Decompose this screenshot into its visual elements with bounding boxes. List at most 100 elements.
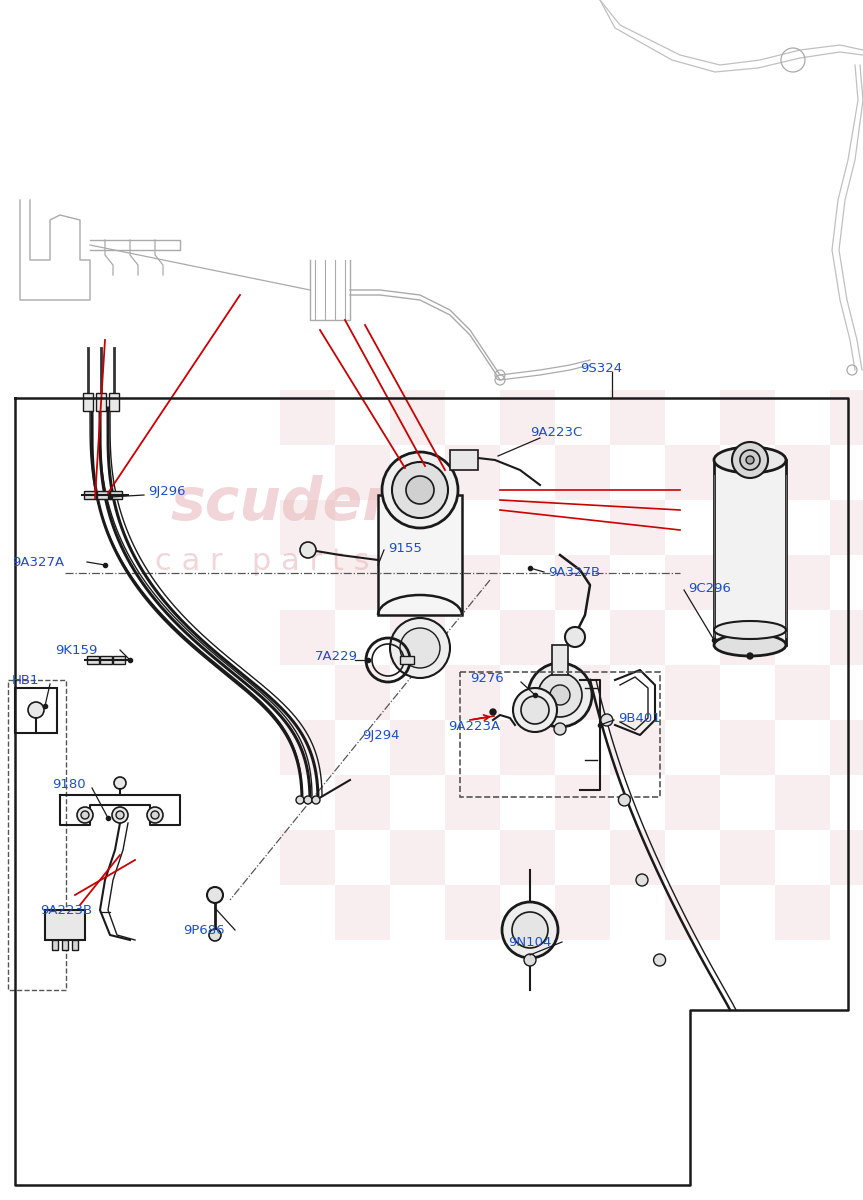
Bar [500, 390, 555, 445]
Bar [96, 392, 106, 410]
Bar [72, 940, 78, 950]
Bar [555, 775, 610, 830]
Text: 9155: 9155 [388, 541, 422, 554]
Bar [400, 656, 414, 664]
Text: c a r   p a r t s: c a r p a r t s [155, 547, 369, 576]
Circle shape [209, 929, 221, 941]
Bar [775, 665, 830, 720]
Circle shape [746, 456, 754, 464]
Circle shape [151, 811, 159, 818]
Bar [775, 775, 830, 830]
Bar [552, 646, 568, 674]
Bar [610, 720, 665, 775]
Bar [445, 886, 500, 940]
Circle shape [538, 673, 582, 716]
Circle shape [747, 653, 753, 659]
Circle shape [653, 954, 665, 966]
Bar [110, 491, 122, 499]
Bar [830, 610, 863, 665]
Circle shape [554, 722, 566, 734]
Bar [390, 500, 445, 554]
Bar [665, 775, 720, 830]
Text: 9B401: 9B401 [618, 712, 661, 725]
Circle shape [392, 462, 448, 518]
Bar [335, 775, 390, 830]
Text: 9180: 9180 [52, 779, 85, 792]
Bar [500, 500, 555, 554]
Text: 9A327B: 9A327B [548, 565, 600, 578]
Bar [390, 390, 445, 445]
Text: 7A229: 7A229 [315, 650, 358, 664]
Bar [610, 830, 665, 886]
Bar [113, 656, 125, 664]
Text: 9J294: 9J294 [362, 728, 400, 742]
Bar [83, 392, 93, 410]
Circle shape [740, 450, 760, 470]
Text: 9276: 9276 [470, 672, 504, 684]
Bar [610, 610, 665, 665]
Bar [665, 886, 720, 940]
Circle shape [147, 806, 163, 823]
Circle shape [312, 796, 320, 804]
Text: 9A223C: 9A223C [530, 426, 583, 438]
Circle shape [636, 874, 648, 886]
Bar [830, 720, 863, 775]
Circle shape [300, 542, 316, 558]
Circle shape [112, 806, 128, 823]
Text: 9A327A: 9A327A [12, 556, 64, 569]
Bar [500, 720, 555, 775]
Bar [555, 445, 610, 500]
Circle shape [406, 476, 434, 504]
Text: 9N104: 9N104 [508, 936, 551, 948]
Text: 9S324: 9S324 [580, 361, 622, 374]
Bar [335, 665, 390, 720]
Bar [500, 610, 555, 665]
Text: 9C296: 9C296 [688, 582, 731, 594]
Bar [445, 665, 500, 720]
Bar [62, 940, 68, 950]
Bar [450, 450, 478, 470]
Bar [280, 720, 335, 775]
Circle shape [524, 954, 536, 966]
Bar [15, 688, 57, 733]
Circle shape [619, 794, 630, 806]
Bar [665, 445, 720, 500]
Bar [445, 445, 500, 500]
Bar [830, 500, 863, 554]
Bar [460, 672, 660, 797]
Bar [720, 500, 775, 554]
Bar [555, 554, 610, 610]
Bar [109, 392, 119, 410]
Circle shape [512, 912, 548, 948]
Circle shape [400, 628, 440, 668]
Bar [335, 554, 390, 610]
Bar [665, 665, 720, 720]
Circle shape [77, 806, 93, 823]
Bar [335, 445, 390, 500]
Bar [445, 554, 500, 610]
Text: 9J296: 9J296 [148, 486, 186, 498]
Bar [8, 680, 66, 990]
Bar [390, 720, 445, 775]
Circle shape [502, 902, 558, 958]
Bar [100, 656, 112, 664]
Bar [775, 554, 830, 610]
Bar [720, 610, 775, 665]
Bar [720, 390, 775, 445]
Circle shape [207, 887, 223, 902]
Circle shape [382, 452, 458, 528]
Circle shape [114, 778, 126, 790]
Text: 9A223A: 9A223A [448, 720, 501, 732]
Bar [45, 910, 85, 940]
Text: HB1: HB1 [12, 673, 40, 686]
Bar [335, 886, 390, 940]
Circle shape [521, 696, 549, 724]
Bar [720, 720, 775, 775]
Bar [610, 390, 665, 445]
Ellipse shape [714, 634, 786, 656]
Bar [610, 500, 665, 554]
Circle shape [28, 702, 44, 718]
Bar [52, 940, 58, 950]
Circle shape [304, 796, 312, 804]
Circle shape [565, 626, 585, 647]
